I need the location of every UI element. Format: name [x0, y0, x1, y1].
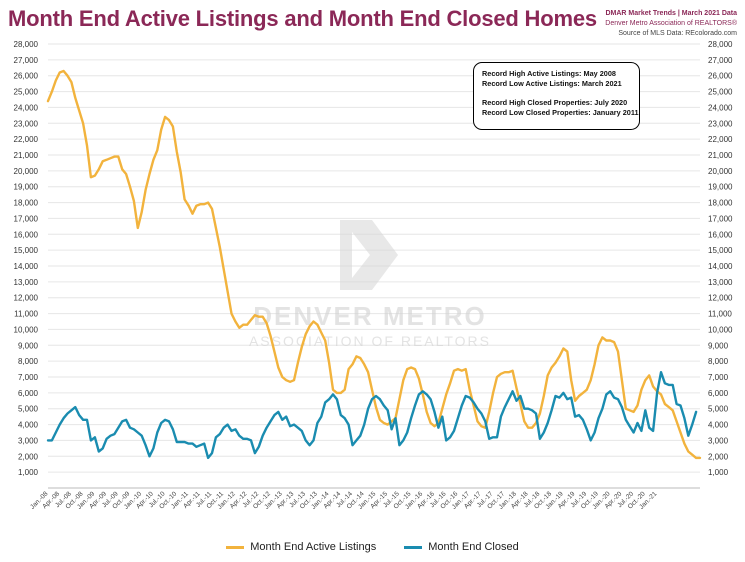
y-tick-label-left: 25,000 — [14, 88, 39, 97]
series-line-closed — [46, 371, 698, 460]
y-tick-label-left: 20,000 — [14, 167, 39, 176]
y-tick-label-left: 23,000 — [14, 119, 39, 128]
y-tick-label-right: 23,000 — [708, 119, 733, 128]
y-tick-label-right: 17,000 — [708, 214, 733, 223]
y-tick-label-left: 8,000 — [18, 357, 39, 366]
y-tick-label-left: 26,000 — [14, 72, 39, 81]
y-tick-label-right: 6,000 — [708, 389, 729, 398]
y-tick-label-right: 1,000 — [708, 468, 729, 477]
y-tick-label-left: 19,000 — [14, 183, 39, 192]
y-tick-label-left: 2,000 — [18, 452, 39, 461]
y-tick-label-right: 12,000 — [708, 294, 733, 303]
y-tick-label-right: 16,000 — [708, 230, 733, 239]
y-tick-label-left: 6,000 — [18, 389, 39, 398]
y-tick-label-left: 15,000 — [14, 246, 39, 255]
x-axis: Jan.-08Apr.-08Jul.-08Oct.-08Jan.-09Apr.-… — [29, 490, 659, 511]
y-tick-label-right: 14,000 — [708, 262, 733, 271]
y-tick-label-left: 9,000 — [18, 341, 39, 350]
legend-swatch-active — [226, 545, 245, 549]
y-tick-label-right: 25,000 — [708, 88, 733, 97]
y-tick-label-right: 22,000 — [708, 135, 733, 144]
legend-item-active: Month End Active Listings — [226, 541, 376, 553]
y-tick-label-left: 13,000 — [14, 278, 39, 287]
y-tick-label-left: 3,000 — [18, 436, 39, 445]
y-tick-label-right: 5,000 — [708, 405, 729, 414]
y-tick-label-left: 28,000 — [14, 40, 39, 49]
y-tick-label-left: 16,000 — [14, 230, 39, 239]
y-tick-label-right: 9,000 — [708, 341, 729, 350]
source-line-1: DMAR Market Trends | March 2021 Data — [605, 10, 737, 17]
records-note-box: Record High Active Listings: May 2008 Re… — [473, 62, 640, 130]
y-tick-label-left: 17,000 — [14, 214, 39, 223]
chart-title: Month End Active Listings and Month End … — [8, 6, 597, 31]
note-line-4: Record Low Closed Properties: January 20… — [482, 108, 639, 117]
watermark-line-1: DENVER METRO — [253, 301, 486, 331]
source-line-2: Denver Metro Association of REALTORS® — [605, 20, 737, 27]
y-tick-label-left: 21,000 — [14, 151, 39, 160]
y-tick-label-right: 8,000 — [708, 357, 729, 366]
note-line-3: Record High Closed Properties: July 2020 — [482, 98, 628, 107]
watermark-line-2: ASSOCIATION OF REALTORS — [249, 333, 491, 349]
y-tick-label-left: 27,000 — [14, 56, 39, 65]
y-tick-label-right: 27,000 — [708, 56, 733, 65]
y-tick-label-left: 12,000 — [14, 294, 39, 303]
y-tick-label-right: 19,000 — [708, 183, 733, 192]
y-tick-label-right: 26,000 — [708, 72, 733, 81]
y-tick-label-right: 20,000 — [708, 167, 733, 176]
y-tick-label-left: 4,000 — [18, 421, 39, 430]
watermark: DENVER METRO ASSOCIATION OF REALTORS — [249, 220, 491, 349]
y-tick-label-left: 18,000 — [14, 199, 39, 208]
y-tick-label-right: 4,000 — [708, 421, 729, 430]
watermark-logo-icon — [340, 220, 398, 290]
legend-label-active: Month End Active Listings — [250, 541, 377, 553]
y-tick-label-right: 7,000 — [708, 373, 729, 382]
source-line-3: Source of MLS Data: REcolorado.com — [618, 30, 737, 37]
y-tick-label-right: 28,000 — [708, 40, 733, 49]
y-tick-label-left: 14,000 — [14, 262, 39, 271]
y-tick-label-right: 3,000 — [708, 436, 729, 445]
note-line-2: Record Low Active Listings: March 2021 — [482, 79, 622, 88]
y-tick-label-right: 11,000 — [708, 310, 732, 319]
y-tick-label-left: 10,000 — [14, 325, 39, 334]
y-tick-label-left: 11,000 — [14, 310, 38, 319]
source-block: DMAR Market Trends | March 2021 Data Den… — [605, 9, 737, 39]
legend-swatch-closed — [404, 545, 423, 549]
y-tick-label-right: 10,000 — [708, 325, 733, 334]
y-tick-label-left: 7,000 — [18, 373, 39, 382]
y-axis-right: 1,000 2,000 3,000 4,000 5,000 6,000 7,000 8,000… — [708, 40, 733, 477]
y-tick-label-right: 24,000 — [708, 103, 733, 112]
y-tick-label-right: 18,000 — [708, 199, 733, 208]
y-tick-label-right: 2,000 — [708, 452, 729, 461]
series-lines — [46, 69, 702, 460]
y-tick-label-left: 24,000 — [14, 103, 39, 112]
y-tick-label-right: 21,000 — [708, 151, 733, 160]
legend-label-closed: Month End Closed — [428, 541, 519, 553]
y-tick-label-right: 15,000 — [708, 246, 733, 255]
legend-item-closed: Month End Closed — [404, 541, 519, 553]
legend: Month End Active Listings Month End Clos… — [0, 541, 745, 553]
y-tick-label-left: 1,000 — [18, 468, 39, 477]
y-tick-label-left: 5,000 — [18, 405, 39, 414]
note-line-1: Record High Active Listings: May 2008 — [482, 69, 616, 78]
y-tick-label-left: 22,000 — [14, 135, 39, 144]
y-axis-left: 1,000 2,000 3,000 4,000 5,000 6,000 7,000 8,000… — [14, 40, 39, 477]
y-tick-label-right: 13,000 — [708, 278, 733, 287]
